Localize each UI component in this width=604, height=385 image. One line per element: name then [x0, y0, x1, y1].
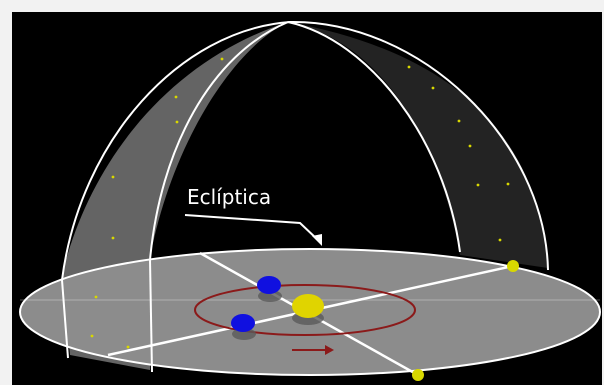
earth-position-1 — [257, 276, 282, 302]
stars — [90, 57, 510, 349]
ecliptic-node-right — [507, 260, 519, 272]
ecliptic-pointer — [184, 214, 322, 246]
direction-arrow — [292, 345, 334, 355]
earth-position-2 — [231, 314, 256, 340]
dome-inner-arc-right — [287, 21, 461, 253]
dome-inner-arc-left — [149, 21, 289, 261]
celestial-sphere-diagram: Eclíptica — [19, 20, 601, 381]
earth-orbit — [194, 284, 416, 336]
ecliptic-label: Eclíptica — [187, 185, 271, 209]
ecliptic-node-bottom — [412, 369, 424, 381]
diagram-panel: Eclíptica — [12, 12, 602, 385]
band-line-left — [61, 279, 69, 359]
band-line-right — [149, 259, 153, 373]
dome-right-band — [288, 22, 548, 268]
sun — [292, 294, 324, 325]
